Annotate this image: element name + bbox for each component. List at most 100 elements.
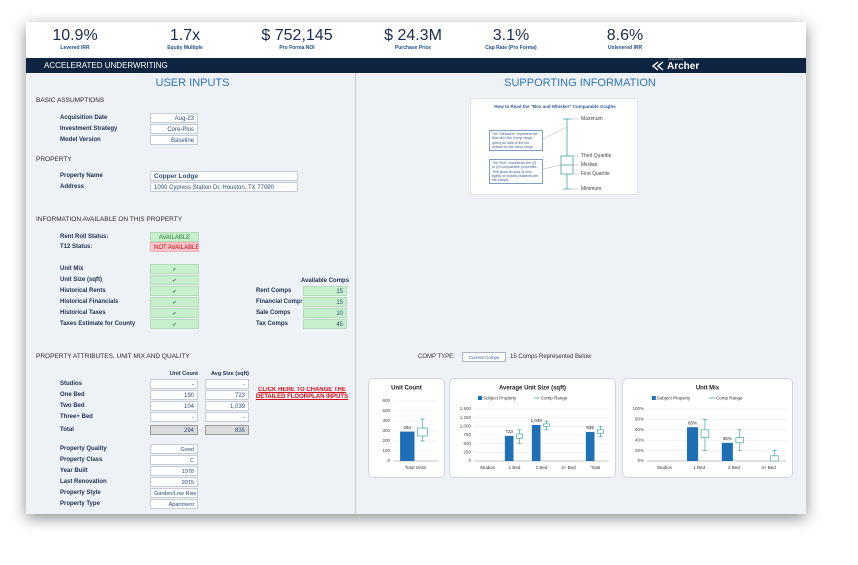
y-tick-label: 60% <box>635 427 644 432</box>
box <box>700 429 710 438</box>
comp-type-label: COMP TYPE: <box>418 354 455 360</box>
y-tick-label: 0% <box>637 458 644 463</box>
x-tick-label: 3+ Bed <box>761 465 776 470</box>
comp-type-select[interactable]: Current Comps <box>462 352 506 362</box>
x-tick-label: 2 Bed <box>536 465 548 470</box>
box <box>417 427 428 437</box>
check-value: ✔ <box>150 319 199 329</box>
check-value: ✔ <box>150 275 199 285</box>
check-value: ✔ <box>150 286 199 296</box>
x-tick-label: Studios <box>480 465 496 470</box>
data-label: 723 <box>505 429 513 434</box>
pointer <box>542 164 562 170</box>
field-label: Property Class <box>60 457 103 463</box>
kpi-value: 10.9% <box>52 27 98 44</box>
field-label: Historical Financials <box>60 299 119 305</box>
y-tick-label: 300 <box>382 428 390 433</box>
kpi-label: Levered IRR <box>60 45 90 51</box>
chart: Average Unit Size (sqft) Subject Property… <box>460 386 609 470</box>
x-tick-label: Studios <box>657 465 673 470</box>
field-label: Taxes Estimate for County <box>60 321 136 327</box>
guide-label: Minimum <box>581 186 602 192</box>
status-value: NOT AVAILABLE <box>150 242 199 252</box>
field-label: Rent Roll Status: <box>60 234 109 240</box>
guide-title: How to Read the "Box and Whisker" Compar… <box>494 104 616 109</box>
check-value: ✔ <box>150 264 199 274</box>
header-title: ACCELERATED UNDERWRITING <box>44 61 168 70</box>
chart-title: Unit Count <box>391 386 422 392</box>
y-tick-label: 400 <box>382 418 390 423</box>
kpi-value: 8.6% <box>606 27 644 44</box>
data-label: 294 <box>404 425 412 430</box>
unit-count: - <box>150 379 198 389</box>
x-tick-label: 1 Bed <box>509 465 521 470</box>
brand: Archer <box>667 61 700 72</box>
field-label: Total <box>60 427 74 433</box>
bar <box>504 435 514 461</box>
brand-logo <box>652 61 664 71</box>
guide-label: Third Quartile <box>581 153 612 159</box>
field-value: Core-Plus <box>150 124 198 134</box>
field-label: Address <box>60 184 85 190</box>
guide-label: First Quartile <box>581 171 610 177</box>
x-tick-label: 3+ Bed <box>561 465 576 470</box>
bar <box>687 427 699 461</box>
field-label: Studios <box>60 381 82 387</box>
field-value: Apartment <box>150 499 198 509</box>
legend-swatch <box>651 396 656 400</box>
legend-label: Comp Range <box>541 396 568 401</box>
field-label: Historical Taxes <box>60 310 106 316</box>
column-header: Avg Size (sqft) <box>211 371 249 377</box>
field-label: Property Name <box>60 173 103 179</box>
status-value: AVAILABLE <box>150 232 199 242</box>
check-value: ✔ <box>150 297 199 307</box>
data-label: 65% <box>688 420 697 425</box>
comp-count: 15 <box>303 297 347 307</box>
y-tick-label: 600 <box>382 398 390 403</box>
field-value: Garden/Low Rise <box>150 488 198 498</box>
field-label: Property Style <box>60 490 101 496</box>
chart: Unit Count 0 100 200 300 400 500 600 Total Units… <box>382 386 438 470</box>
section-title: SUPPORTING INFORMATION <box>504 77 656 89</box>
brand-tag: powered by <box>668 57 684 61</box>
x-tick-label: Total Units <box>405 465 427 470</box>
header-band <box>26 58 806 73</box>
y-tick-label: 0 <box>468 458 471 463</box>
box <box>735 437 744 444</box>
y-tick-label: 80% <box>635 417 644 422</box>
field-value: Good <box>150 444 198 454</box>
chart-title: Unit Mix <box>696 386 720 392</box>
logo-mark <box>652 61 664 71</box>
y-tick-label: 100 <box>382 448 390 453</box>
y-tick-label: 1,000 <box>460 424 472 429</box>
box <box>597 429 604 434</box>
y-tick-label: 500 <box>463 441 471 446</box>
field-value: Aug-23 <box>150 113 198 123</box>
x-tick-label: Total <box>591 465 601 470</box>
field-label: Investment Strategy <box>60 126 118 132</box>
chart-card: Average Unit Size (sqft) Subject Property… <box>449 378 616 478</box>
section-heading: PROPERTY <box>36 156 72 163</box>
avg-size: - <box>205 412 249 422</box>
avg-size: 1,039 <box>205 401 249 411</box>
section-heading: BASIC ASSUMPTIONS <box>36 97 105 104</box>
field-label: Model Version <box>60 137 101 143</box>
field-value: 1978 <box>150 466 198 476</box>
field-label: Acquisition Date <box>60 115 108 121</box>
y-tick-label: 500 <box>382 408 390 413</box>
legend-label: Subject Property <box>483 396 517 401</box>
avg-size: - <box>205 379 249 389</box>
kpi-label: Unlevered IRR <box>607 45 643 51</box>
field-label: Year Built <box>60 468 88 474</box>
bar <box>721 442 733 461</box>
field-label: Tax Comps <box>256 321 288 327</box>
x-tick-label: 1 Bed <box>693 465 705 470</box>
kpi-value: $ 24.3M <box>384 27 442 44</box>
floorplan-link[interactable]: CLICK HERE TO CHANGE THE DETAILED FLOORP… <box>255 387 349 400</box>
y-tick-label: 250 <box>463 450 471 455</box>
bar <box>400 431 415 461</box>
y-tick-label: 0 <box>387 458 390 463</box>
chart: Unit Mix Subject Property Comp Range 0% 20% 4… <box>632 386 786 470</box>
box <box>770 455 779 462</box>
comp-count: 15 <box>303 286 347 296</box>
